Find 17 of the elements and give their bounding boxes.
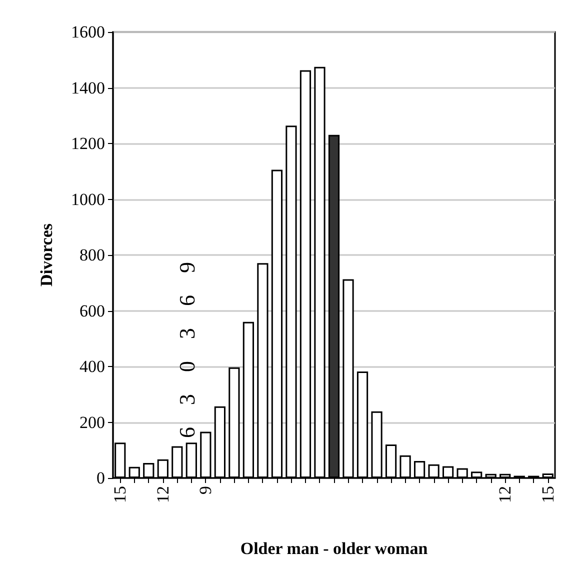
y-tick-label: 1200 (71, 134, 105, 153)
y-axis-title: Divorces (37, 223, 56, 286)
x-tick-label: 15 (110, 486, 130, 503)
y-tick-label: 1000 (71, 190, 105, 209)
y-tick-label: 800 (80, 246, 105, 264)
y-tick-label: 1600 (71, 22, 105, 42)
annotation: 6 3 0 3 6 9 (174, 262, 200, 438)
y-tick-label: 1400 (71, 78, 105, 98)
x-axis-title: Older man - older woman (240, 539, 428, 558)
y-tick-label: 0 (96, 468, 105, 488)
x-tick-label: 12 (496, 486, 515, 503)
y-tick-label: 600 (80, 301, 105, 320)
x-tick-label: 9 (196, 486, 216, 494)
x-tick-label: 15 (538, 486, 558, 503)
y-tick-label: 400 (80, 357, 105, 376)
y-tick-label: 200 (80, 412, 105, 432)
x-tick-label: 12 (153, 486, 172, 503)
